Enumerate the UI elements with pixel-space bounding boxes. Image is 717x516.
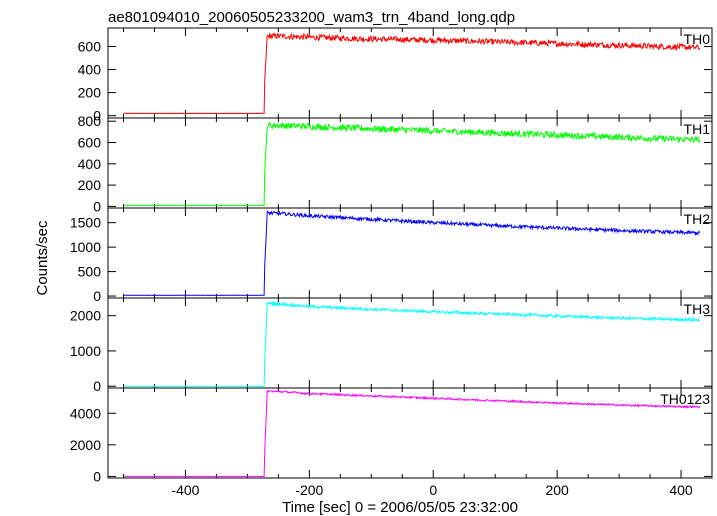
y-tick-label: 1000 — [70, 239, 101, 255]
series-label: TH1 — [684, 121, 711, 137]
y-tick-label: 500 — [78, 264, 102, 280]
chart-title: ae801094010_20060505233200_wam3_trn_4ban… — [108, 9, 515, 26]
x-tick-label: -400 — [171, 482, 199, 498]
series-label: TH3 — [684, 301, 711, 317]
series-label: TH0123 — [660, 391, 710, 407]
series-label: TH2 — [684, 211, 711, 227]
x-axis-label: Time [sec] 0 = 2006/05/05 23:32:00 — [282, 499, 518, 516]
y-tick-label: 0 — [93, 198, 101, 214]
x-tick-label: 0 — [429, 482, 437, 498]
x-tick-label: -200 — [295, 482, 323, 498]
y-tick-label: 200 — [78, 85, 102, 101]
y-tick-label: 800 — [78, 113, 102, 129]
y-tick-label: 400 — [78, 62, 102, 78]
y-tick-label: 4000 — [70, 405, 101, 421]
y-tick-label: 1000 — [70, 343, 101, 359]
y-axis-label: Counts/sec — [34, 220, 51, 296]
series-line — [123, 390, 701, 478]
y-tick-label: 0 — [93, 468, 101, 484]
series-line — [123, 210, 701, 296]
series-line — [123, 32, 701, 115]
y-tick-label: 0 — [93, 288, 101, 304]
y-tick-label: 600 — [78, 134, 102, 150]
y-tick-label: 2000 — [70, 437, 101, 453]
y-tick-label: 0 — [93, 108, 101, 124]
x-tick-label: 200 — [545, 482, 569, 498]
panel-frame — [107, 117, 713, 209]
y-tick-label: 0 — [93, 378, 101, 394]
series-line — [123, 120, 701, 207]
y-tick-label: 2000 — [70, 308, 101, 324]
series-label: TH0 — [684, 31, 711, 47]
y-tick-label: 400 — [78, 156, 102, 172]
y-tick-label: 600 — [78, 38, 102, 54]
panel-frame — [107, 387, 713, 479]
y-tick-label: 200 — [78, 177, 102, 193]
series-line — [123, 300, 701, 387]
x-tick-label: 400 — [669, 482, 693, 498]
y-tick-label: 1500 — [70, 215, 101, 231]
